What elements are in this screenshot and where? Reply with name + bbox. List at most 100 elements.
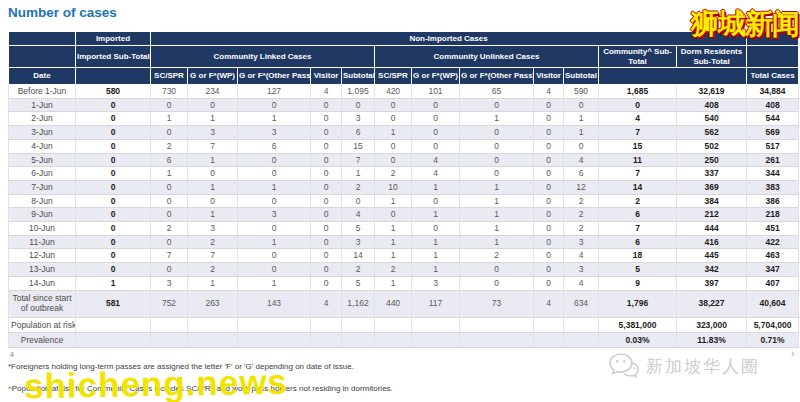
cell: 1 (238, 180, 311, 194)
cell: 569 (747, 126, 799, 140)
cell: 0 (238, 263, 311, 277)
cell: 1,162 (342, 290, 375, 317)
cell: 445 (677, 249, 747, 263)
cell: 0 (375, 112, 412, 126)
cell: 0 (151, 235, 188, 249)
chat-bubbles-icon (608, 352, 640, 380)
cell: 4 (534, 290, 564, 317)
cell: 0 (238, 153, 311, 167)
table-row: 3-Jun003306100017562569 (9, 126, 799, 140)
cell: 4 (311, 85, 342, 99)
cell: 0 (311, 167, 342, 181)
header-blank (76, 68, 151, 85)
cell (238, 317, 311, 332)
cell: 0 (188, 167, 238, 181)
cell: 2 (564, 208, 599, 222)
cell: 0 (151, 126, 188, 140)
col-header-imported-subtotal: Imported Sub-Total (76, 46, 151, 68)
cell: 0.71% (747, 332, 799, 347)
col-header-imported: Imported (76, 32, 151, 46)
cell: 0 (460, 153, 534, 167)
header-row-3: Date SC/SPR G or F*(WP) G or F*(Other Pa… (9, 68, 799, 85)
cell: 4 (311, 290, 342, 317)
cell: 0 (76, 112, 151, 126)
cell: 2 (188, 263, 238, 277)
cell: 0 (534, 235, 564, 249)
cell: 1,685 (599, 85, 677, 99)
cell: 1 (342, 167, 375, 181)
cell: 0 (534, 276, 564, 290)
cell: 562 (677, 126, 747, 140)
brand-logo-text: 新加坡华人圈 (646, 355, 760, 378)
cell: 2 (342, 263, 375, 277)
cell: 4 (599, 112, 677, 126)
cell: 15 (599, 139, 677, 153)
cell: 2 (599, 194, 677, 208)
cell: 0 (412, 222, 460, 236)
cell: 2 (564, 222, 599, 236)
cell: 12 (564, 180, 599, 194)
cell: 2 (375, 263, 412, 277)
cell: 3 (188, 222, 238, 236)
cell: 1 (460, 208, 534, 222)
cell: 7 (188, 249, 238, 263)
cell: 4 (564, 153, 599, 167)
cell: 0 (412, 126, 460, 140)
cell: 0 (412, 112, 460, 126)
cell: 0 (534, 194, 564, 208)
cell: 0 (311, 263, 342, 277)
cell: 0 (564, 139, 599, 153)
col-header-unlinked-visitor: Visitor (534, 68, 564, 85)
cell: 6 (238, 139, 311, 153)
cell: 502 (677, 139, 747, 153)
cell: 2 (151, 222, 188, 236)
cell: 344 (747, 167, 799, 181)
cell: 11.83% (677, 332, 747, 347)
cell: 0 (188, 98, 238, 112)
cell: 3 (564, 235, 599, 249)
cell: 1 (188, 180, 238, 194)
cell (76, 317, 151, 332)
row-label: 3-Jun (9, 126, 76, 140)
cell (151, 332, 188, 347)
cell: 0 (76, 98, 151, 112)
case-table-body: Before 1-Jun58073023412741,0954201016545… (9, 85, 799, 348)
table-row: Prevalence0.03%11.83%0.71% (9, 332, 799, 347)
table-row: 14-Jun131105130049397407 (9, 276, 799, 290)
page-title: Number of cases (8, 5, 117, 20)
cell: 0 (311, 180, 342, 194)
row-label: 1-Jun (9, 98, 76, 112)
table-row: 9-Jun001304011026212218 (9, 208, 799, 222)
cell: 0 (238, 98, 311, 112)
cell: 5 (342, 276, 375, 290)
header-blank (9, 32, 76, 46)
cell: 0 (460, 139, 534, 153)
cell: 0 (151, 263, 188, 277)
cell: 0 (311, 112, 342, 126)
cell: 1 (151, 112, 188, 126)
cell: 1 (412, 235, 460, 249)
cell: 2 (564, 194, 599, 208)
row-label: 4-Jun (9, 139, 76, 153)
cell: 634 (564, 290, 599, 317)
cell: 14 (599, 180, 677, 194)
col-header-linked-otherpass: G or F*(Other Pass) (238, 68, 311, 85)
cell: 323,000 (677, 317, 747, 332)
cell: 1 (238, 276, 311, 290)
cell: 1,095 (342, 85, 375, 99)
row-label: 10-Jun (9, 222, 76, 236)
cell: 0 (311, 249, 342, 263)
cell: 0 (311, 276, 342, 290)
cell: 517 (747, 139, 799, 153)
cell (460, 317, 534, 332)
cell: 9 (599, 276, 677, 290)
cell: 0 (375, 139, 412, 153)
cell: 73 (460, 290, 534, 317)
cell (238, 332, 311, 347)
cell: 1 (460, 222, 534, 236)
cell: 6 (599, 235, 677, 249)
table-row: 13-Jun002002210035342347 (9, 263, 799, 277)
cell: 544 (747, 112, 799, 126)
cell: 1 (375, 249, 412, 263)
cell: 3 (151, 276, 188, 290)
